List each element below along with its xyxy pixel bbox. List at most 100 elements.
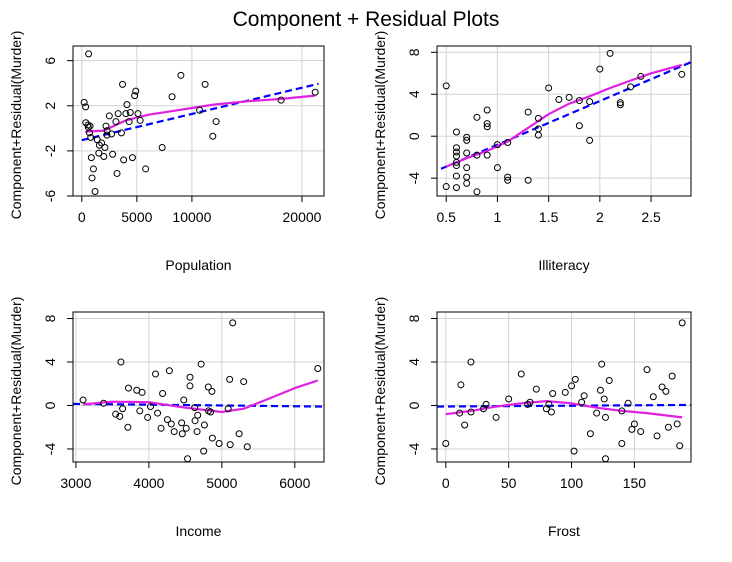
data-point <box>467 408 475 416</box>
data-point <box>87 154 95 162</box>
data-point <box>463 164 471 172</box>
data-point <box>483 106 491 114</box>
data-point <box>598 360 606 368</box>
data-point <box>555 95 563 103</box>
data-point <box>98 139 106 147</box>
data-point <box>178 419 186 427</box>
x-tick-label: 10000 <box>172 209 211 225</box>
panel-3: 3000 4000 5000 6000 -4 0 4 8 Income Component+Res… <box>8 297 325 539</box>
y-tick-label: -4 <box>406 172 422 185</box>
data-point <box>549 390 557 398</box>
x-tick-label: 4000 <box>133 475 164 491</box>
data-point <box>196 106 204 114</box>
data-point <box>224 405 232 413</box>
data-point <box>630 420 638 428</box>
data-point <box>103 127 111 135</box>
data-point <box>226 441 234 449</box>
data-point <box>524 108 532 116</box>
x-tick-label: 0.5 <box>436 209 456 225</box>
data-point <box>678 319 686 327</box>
data-point <box>482 400 490 408</box>
data-point <box>157 424 165 432</box>
x-tick-label: 50 <box>501 475 517 491</box>
data-point <box>243 443 251 451</box>
data-point <box>442 440 450 448</box>
data-point <box>575 97 583 105</box>
data-point <box>314 365 322 373</box>
data-point <box>463 173 471 181</box>
x-axis-label: Income <box>176 523 222 539</box>
data-point <box>208 387 216 395</box>
data-point <box>200 447 208 455</box>
data-point <box>82 103 90 111</box>
data-point <box>177 71 185 79</box>
y-tick-label: -2 <box>42 144 58 157</box>
data-point <box>85 50 93 58</box>
data-point <box>616 99 624 107</box>
data-point <box>165 367 173 375</box>
data-point <box>653 432 661 440</box>
data-point <box>197 360 205 368</box>
data-point <box>596 65 604 73</box>
x-tick-label: 2 <box>596 209 604 225</box>
data-point <box>124 384 132 392</box>
x-axis-label: Population <box>165 257 231 273</box>
data-point <box>586 430 594 438</box>
data-point <box>88 174 96 182</box>
x-tick-label: 5000 <box>206 475 237 491</box>
plot-frame <box>436 311 692 463</box>
x-tick-label: 0 <box>78 209 86 225</box>
data-point <box>463 133 471 141</box>
data-point <box>144 413 152 421</box>
fit-line <box>73 402 324 408</box>
data-point <box>463 136 471 144</box>
panel-4: 0 50 100 150 -4 0 4 8 Frost Component+Residual(Mu… <box>372 297 692 539</box>
data-point <box>119 80 127 88</box>
y-tick-label: -4 <box>42 443 58 456</box>
data-point <box>467 358 475 366</box>
data-point <box>86 122 94 130</box>
data-point <box>504 139 512 147</box>
figure-title: Component + Residual Plots <box>233 8 500 31</box>
data-point <box>492 413 500 421</box>
data-point <box>452 172 460 180</box>
data-point <box>117 129 125 137</box>
x-axis-label: Frost <box>548 523 580 539</box>
data-point <box>586 98 594 106</box>
y-tick-label: 4 <box>42 358 58 366</box>
data-point <box>80 98 88 106</box>
x-tick-label: 0 <box>442 475 450 491</box>
data-point <box>178 430 186 438</box>
data-point <box>209 132 217 140</box>
fit-line <box>437 403 691 408</box>
y-tick-label: 8 <box>406 48 422 56</box>
panel-2: 0.5 1 1.5 2 2.5 -4 0 4 8 Illiteracy Component+Resi… <box>372 31 692 273</box>
data-point <box>168 93 176 101</box>
data-point <box>593 409 601 417</box>
data-point <box>142 165 150 173</box>
data-point <box>601 455 609 462</box>
plot-frame <box>436 45 692 197</box>
data-point <box>601 413 609 421</box>
data-point <box>215 440 223 448</box>
data-point <box>146 403 154 411</box>
data-point <box>159 390 167 398</box>
data-point <box>504 173 512 181</box>
data-point <box>463 179 471 187</box>
data-point <box>473 113 481 121</box>
fit-line <box>440 60 691 170</box>
data-point <box>184 455 192 462</box>
y-tick-label: 8 <box>42 314 58 322</box>
y-tick-label: 0 <box>406 132 422 140</box>
data-point <box>180 396 188 404</box>
data-point <box>643 366 651 374</box>
data-point <box>119 405 127 413</box>
data-point <box>100 153 108 161</box>
data-point <box>102 122 110 130</box>
data-point <box>158 144 166 152</box>
data-point <box>570 447 578 455</box>
data-point <box>114 110 122 118</box>
plot-area <box>437 319 691 462</box>
data-point <box>117 358 125 366</box>
